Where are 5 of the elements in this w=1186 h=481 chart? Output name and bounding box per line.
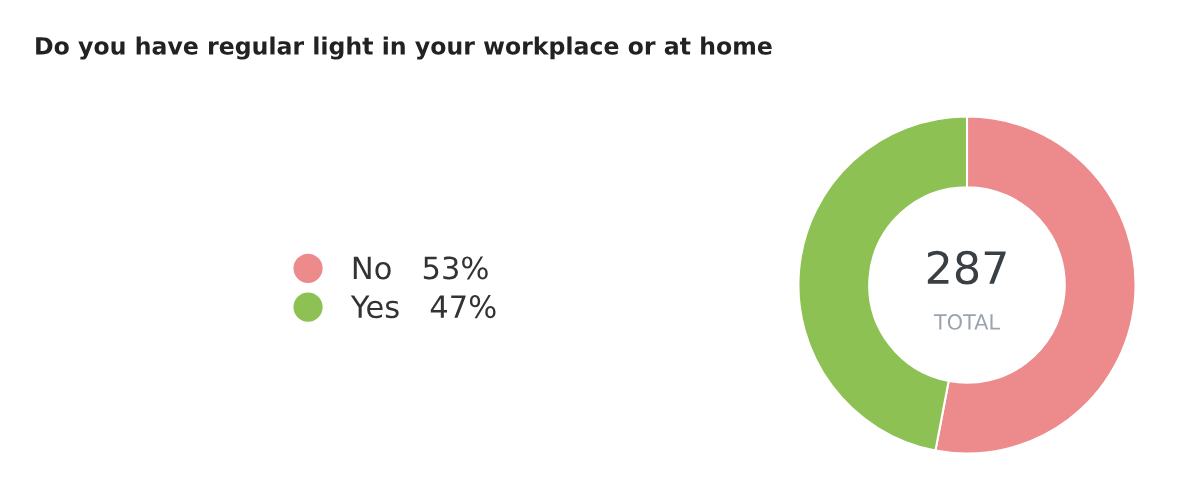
text: TOTAL xyxy=(933,314,1000,330)
chart-title: Do you have regular light in your workplace or at home xyxy=(36,36,772,60)
legend-label: No 53% xyxy=(353,256,488,280)
legend-label: Yes 47% xyxy=(350,295,496,319)
text: 287 xyxy=(927,250,1006,285)
